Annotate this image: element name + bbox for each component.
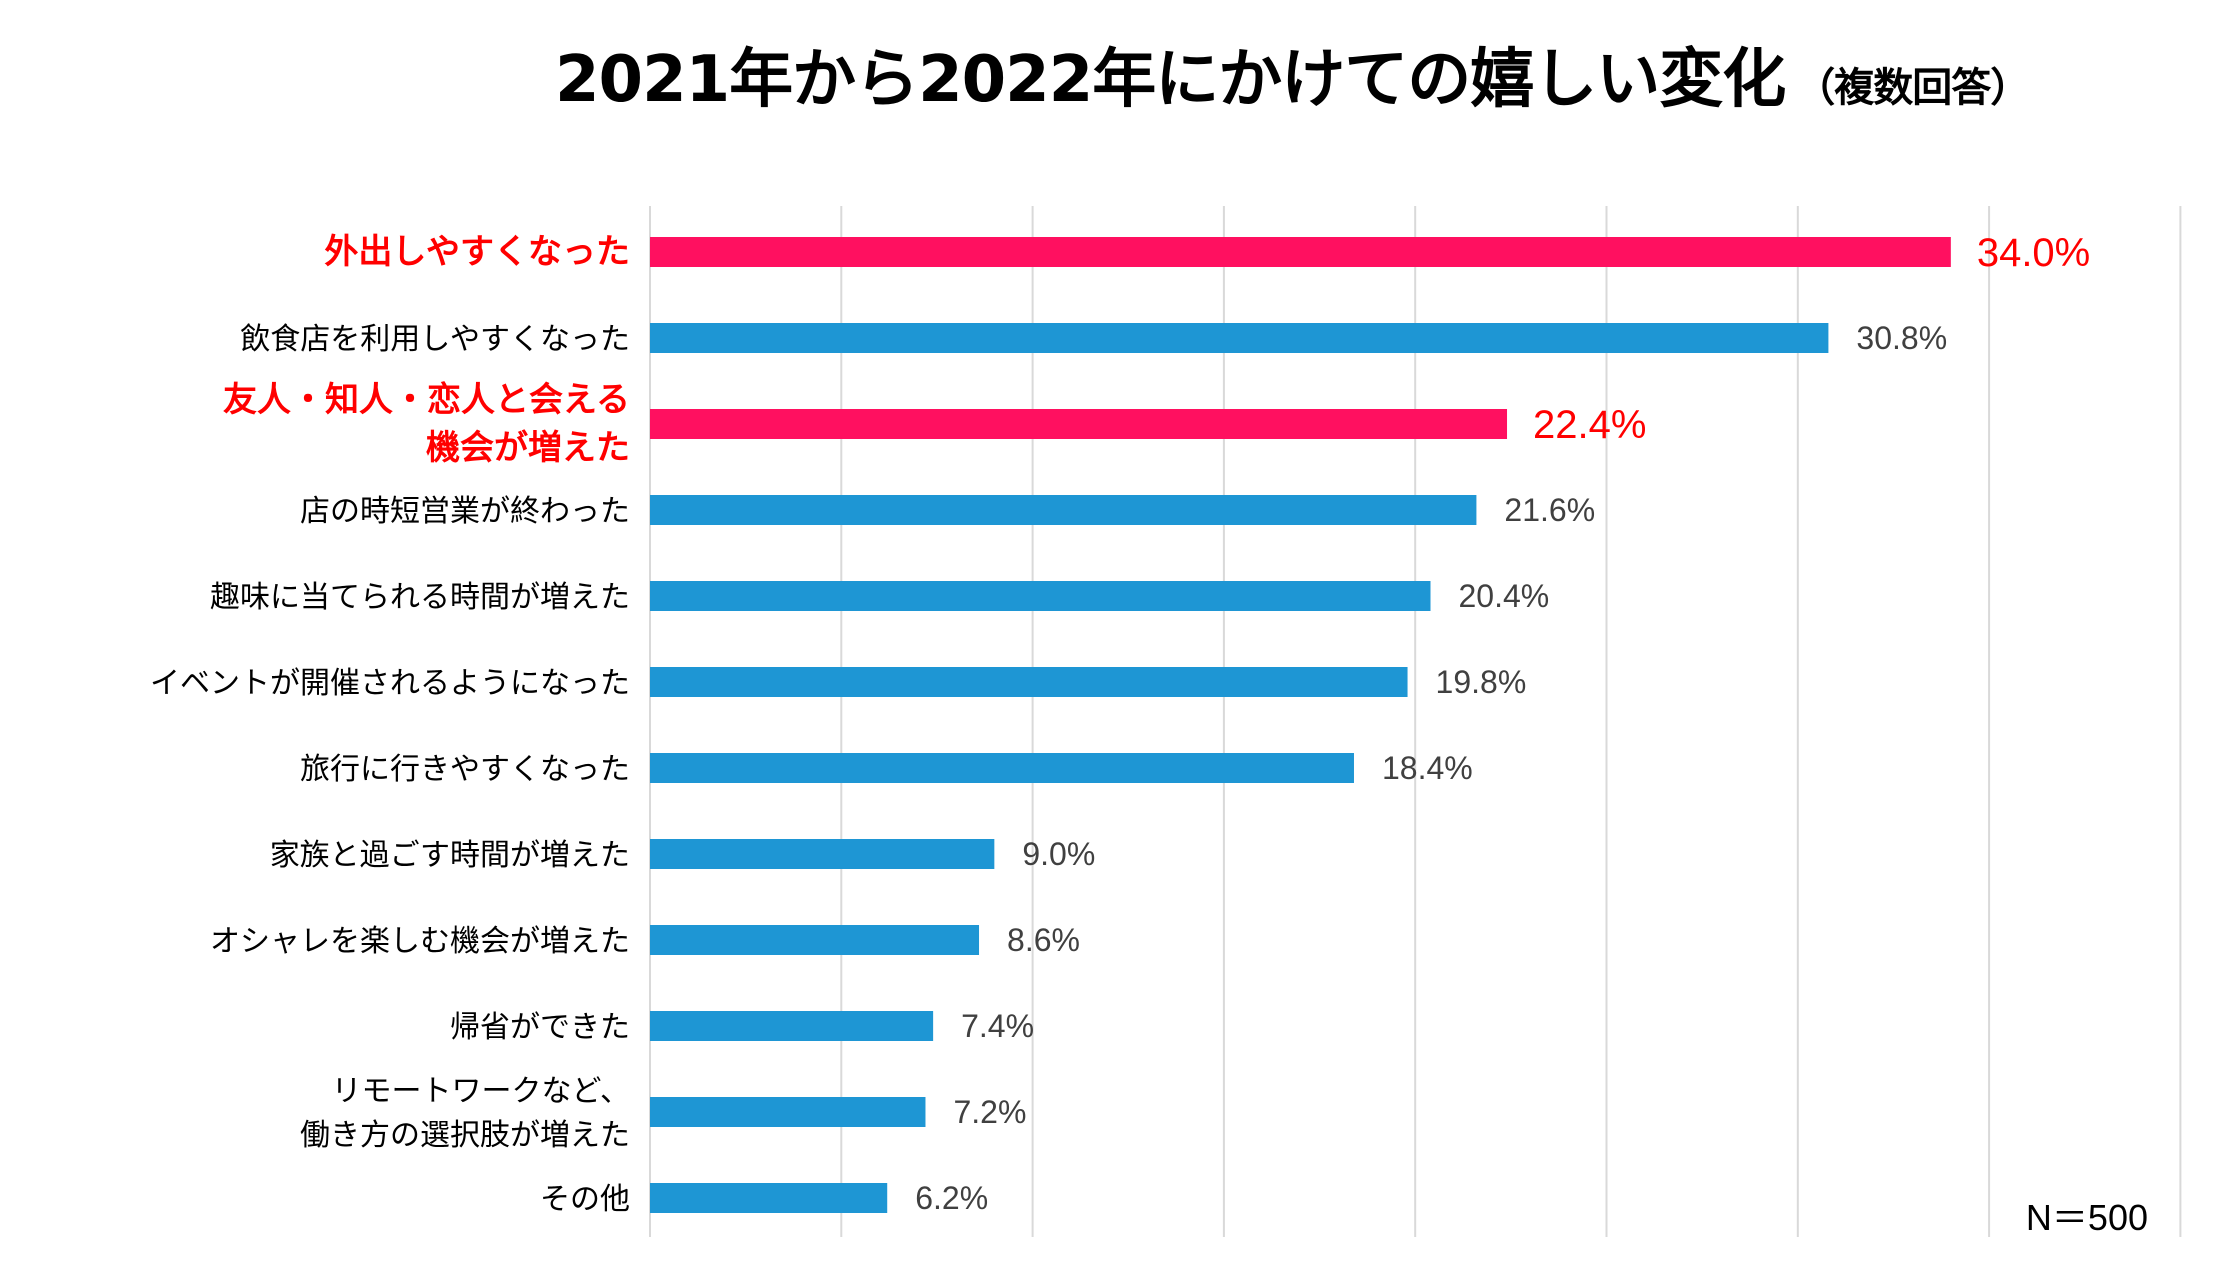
data-label: 7.2% <box>953 1094 1026 1130</box>
bar <box>650 237 1951 267</box>
category-label: 友人・知人・恋人と会える機会が増えた <box>223 380 630 468</box>
data-label: 21.6% <box>1504 492 1595 528</box>
data-label: 8.6% <box>1007 922 1080 958</box>
category-label: リモートワークなど、働き方の選択肢が増えた <box>300 1074 630 1153</box>
data-label: 18.4% <box>1382 750 1473 786</box>
bar <box>650 753 1354 783</box>
bar <box>650 581 1431 611</box>
bar <box>650 323 1829 353</box>
sample-size-note: N＝500 <box>2026 1197 2148 1238</box>
chart-title-main: 2021年から2022年にかけての嬉しい変化 <box>555 43 1786 117</box>
data-label: 34.0% <box>1977 231 2090 275</box>
bar <box>650 925 980 955</box>
data-label: 9.0% <box>1022 836 1095 872</box>
category-label: 飲食店を利用しやすくなった <box>240 322 630 357</box>
chart-title: 2021年から2022年にかけての嬉しい変化 （複数回答） <box>555 28 2030 120</box>
bar <box>650 1011 934 1041</box>
bar <box>650 409 1508 439</box>
category-label: 帰省ができた <box>450 1010 630 1045</box>
bar <box>650 667 1408 697</box>
bar <box>650 495 1477 525</box>
category-label: 家族と過ごす時間が増えた <box>270 838 630 873</box>
chart-subtitle: （複数回答） <box>1795 65 2030 111</box>
data-label: 30.8% <box>1856 320 1947 356</box>
data-label: 19.8% <box>1436 664 1527 700</box>
category-label: 趣味に当てられる時間が増えた <box>210 580 630 615</box>
category-label: イベントが開催されるようになった <box>150 666 630 701</box>
bar <box>650 1097 926 1127</box>
bar <box>650 839 995 869</box>
category-label: 店の時短営業が終わった <box>300 494 630 529</box>
data-label: 6.2% <box>915 1180 988 1216</box>
category-label: その他 <box>540 1182 630 1217</box>
category-label: 旅行に行きやすくなった <box>300 752 630 787</box>
data-label: 20.4% <box>1459 578 1550 614</box>
data-label: 22.4% <box>1533 403 1646 447</box>
category-label: 外出しやすくなった <box>324 232 630 272</box>
category-label: オシャレを楽しむ機会が増えた <box>210 924 630 959</box>
data-label: 7.4% <box>961 1008 1034 1044</box>
bar <box>650 1183 888 1213</box>
